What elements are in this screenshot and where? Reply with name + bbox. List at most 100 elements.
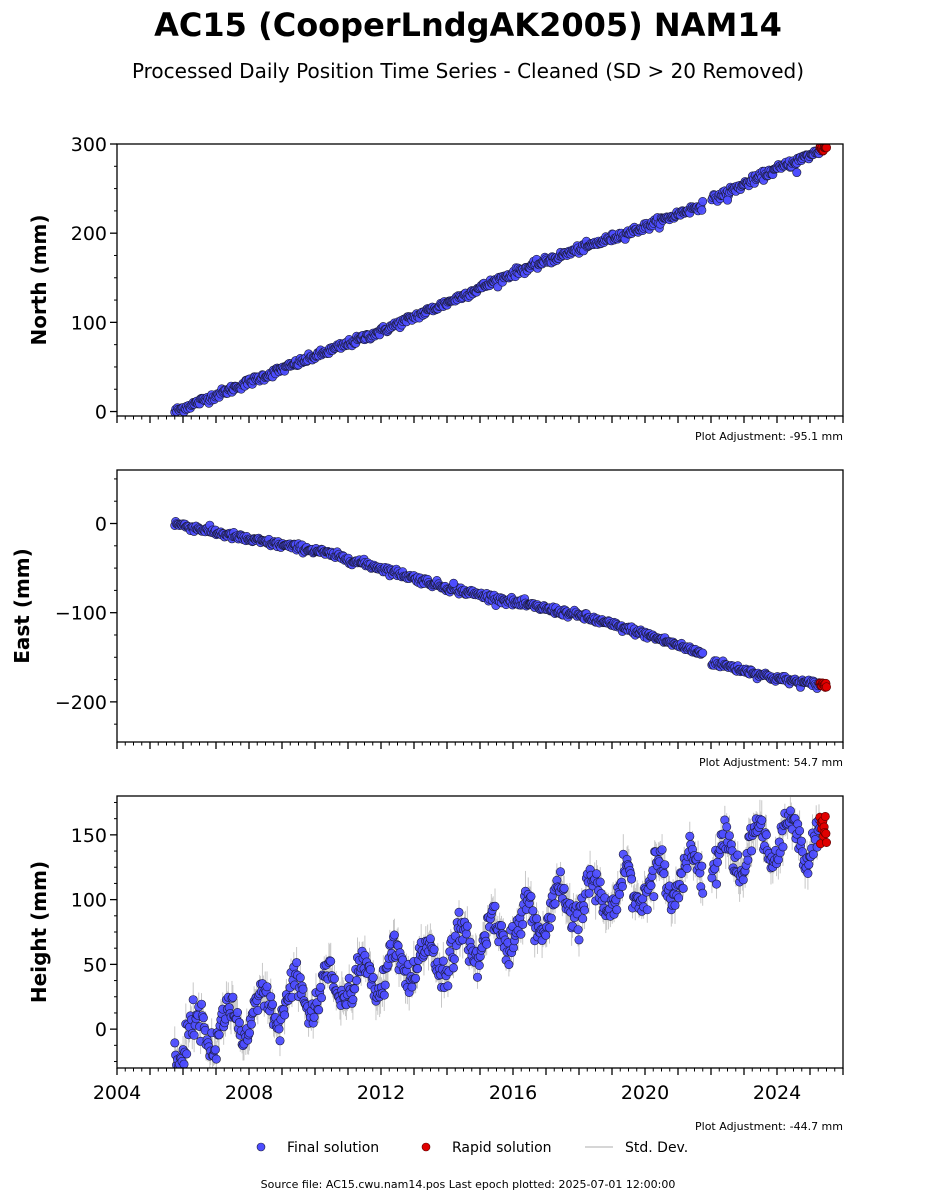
legend-final-marker	[256, 1142, 266, 1152]
data-point	[627, 874, 637, 884]
data-point	[443, 981, 453, 991]
data-point	[579, 905, 589, 915]
data-point	[268, 999, 278, 1009]
data-point	[698, 648, 708, 658]
north-final-points	[170, 145, 825, 416]
data-point	[574, 935, 584, 945]
data-point	[350, 984, 360, 994]
data-point	[188, 995, 198, 1005]
x-tick-label: 2020	[621, 1082, 669, 1104]
y-tick-label: −100	[55, 603, 107, 625]
data-point	[743, 855, 753, 865]
data-point	[326, 956, 336, 966]
y-tick-label: 300	[71, 134, 107, 156]
rapid-point	[821, 837, 831, 847]
north-plot-area	[170, 144, 831, 416]
data-point	[559, 883, 569, 893]
data-point	[449, 578, 459, 588]
data-point	[449, 954, 459, 964]
data-point	[438, 956, 448, 966]
data-point	[228, 992, 238, 1002]
height-plot-area	[170, 797, 831, 1068]
data-point	[738, 875, 748, 885]
data-point	[676, 868, 686, 878]
height-rapid-points	[815, 811, 831, 849]
legend-rapid-marker	[421, 1142, 431, 1152]
data-point	[733, 850, 743, 860]
data-point	[712, 857, 722, 867]
data-point	[412, 964, 422, 974]
data-point	[528, 906, 538, 916]
data-point	[698, 197, 708, 207]
data-point	[796, 836, 806, 846]
data-point	[546, 913, 556, 923]
x-tick-label: 2004	[93, 1082, 141, 1104]
data-point	[778, 842, 788, 852]
data-point	[573, 925, 583, 935]
data-point	[657, 845, 667, 855]
height-adjustment-label: Plot Adjustment: -44.7 mm	[695, 1120, 843, 1133]
data-point	[170, 1038, 180, 1048]
data-point	[182, 1049, 192, 1059]
data-point	[795, 826, 805, 836]
legend-rapid-label: Rapid solution	[452, 1140, 552, 1156]
data-point	[454, 907, 464, 917]
rapid-point	[822, 144, 831, 153]
data-point	[792, 168, 802, 178]
data-point	[674, 893, 684, 903]
data-point	[518, 919, 528, 929]
rapid-point	[821, 682, 831, 692]
data-point	[316, 982, 326, 992]
y-tick-label: 150	[71, 825, 107, 847]
footer-source: Source file: AC15.cwu.nam14.pos Last epo…	[261, 1178, 676, 1191]
x-tick-label: 2008	[225, 1082, 273, 1104]
east-plot-area	[170, 516, 831, 693]
data-point	[757, 815, 767, 825]
data-point	[329, 974, 339, 984]
data-point	[516, 929, 526, 939]
legend-stddev-label: Std. Dev.	[625, 1140, 688, 1156]
data-point	[246, 1019, 256, 1029]
data-point	[496, 921, 506, 931]
data-point	[234, 1018, 244, 1028]
north-adjustment-label: Plot Adjustment: -95.1 mm	[695, 430, 843, 443]
data-point	[179, 1059, 189, 1068]
east-ylabel: East (mm)	[10, 548, 34, 664]
data-point	[659, 869, 669, 879]
data-point	[803, 868, 813, 878]
data-point	[797, 847, 807, 857]
data-point	[682, 863, 692, 873]
data-point	[198, 1013, 208, 1023]
data-point	[280, 1010, 290, 1020]
data-point	[275, 1036, 285, 1046]
data-point	[462, 921, 472, 931]
x-tick-label: 2024	[753, 1082, 801, 1104]
y-tick-label: 0	[95, 1019, 107, 1041]
data-point	[693, 852, 703, 862]
rapid-point	[820, 811, 830, 821]
data-point	[785, 806, 795, 816]
data-point	[348, 995, 358, 1005]
data-point	[316, 993, 326, 1003]
data-point	[292, 958, 302, 968]
height-panel: 0 50 100 150 2004 2008 2012 2016 2020 2024 Height …	[27, 795, 844, 1133]
east-rapid-points	[815, 678, 831, 692]
data-point	[747, 846, 757, 856]
data-point	[266, 992, 276, 1002]
data-point	[697, 861, 707, 871]
rapid-point	[821, 829, 831, 839]
data-point	[541, 930, 551, 940]
data-point	[591, 869, 601, 879]
data-point	[711, 879, 721, 889]
data-point	[411, 973, 421, 983]
y-tick-label: 100	[71, 312, 107, 334]
data-point	[314, 1005, 324, 1015]
data-point	[504, 960, 514, 970]
data-point	[233, 1007, 243, 1017]
data-point	[698, 888, 708, 898]
data-point	[309, 1012, 319, 1022]
data-point	[245, 1028, 255, 1038]
legend-final-label: Final solution	[287, 1140, 379, 1156]
data-point	[262, 982, 272, 992]
